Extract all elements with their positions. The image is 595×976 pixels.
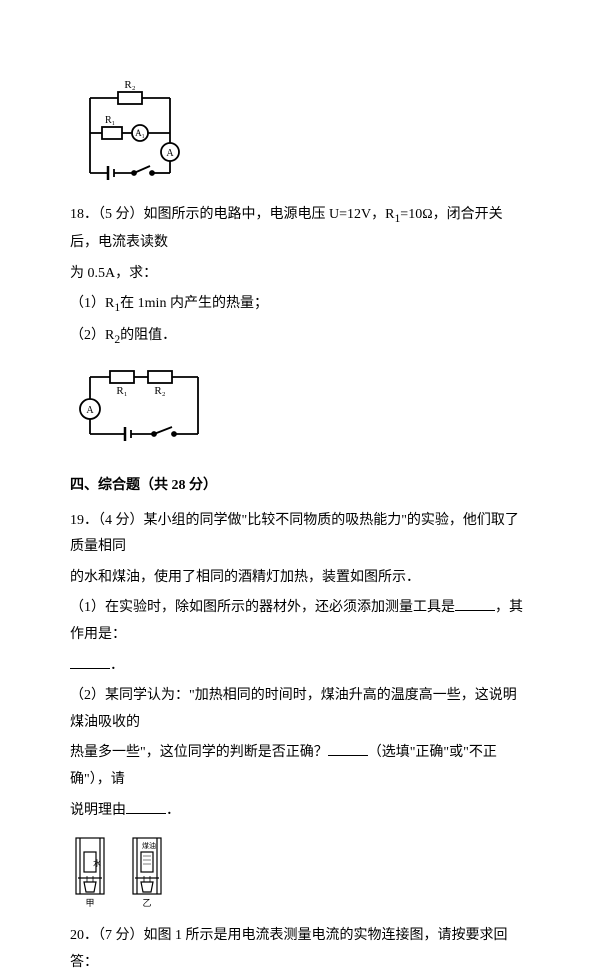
q18-number: 18． (70, 207, 98, 222)
q18-intro-a: 如图所示的电路中，电源电压 U=12V，R (144, 207, 395, 222)
svg-text:乙: 乙 (142, 898, 151, 908)
q18-line2: 为 0.5A，求： (70, 261, 525, 288)
svg-text:甲: 甲 (85, 898, 94, 908)
q19-part2-b-line: 热量多一些"，这位同学的判断是否正确？（选填"正确"或"不正确"），请 (70, 740, 525, 793)
apparatus-images: 水 甲 煤油 乙 (70, 834, 525, 909)
section-4-header: 四、综合题（共 28 分） (70, 473, 525, 500)
q19-part2-c-line: 说明理由． (70, 798, 525, 825)
q20-points: （7 分） (98, 928, 144, 943)
svg-text:水: 水 (93, 858, 101, 868)
q19-number: 19． (70, 513, 98, 528)
svg-text:R₁: R₁ (105, 115, 115, 126)
blank-tool (455, 597, 495, 611)
q19-part1: （1）在实验时，除如图所示的器材外，还必须添加测量工具是，其作用是： (70, 595, 525, 648)
q19-part1-end: ． (70, 653, 525, 680)
svg-text:A: A (86, 405, 94, 416)
question-20: 20．（7 分）如图 1 所示是用电流表测量电流的实物连接图，请按要求回答： (70, 923, 525, 976)
circuit-diagram-1: R₂ R₁ A₁ A (70, 78, 525, 188)
svg-text:R₁: R₁ (116, 385, 127, 397)
svg-text:A₁: A₁ (135, 128, 145, 138)
q20-number: 20． (70, 928, 98, 943)
q19-part2-a: （2）某同学认为："加热相同的时间时，煤油升高的温度高一些，这说明煤油吸收的 (70, 683, 525, 736)
svg-text:煤油: 煤油 (142, 841, 156, 850)
q18-part2: （2）R2的阻值． (70, 323, 525, 351)
q19-line2: 的水和煤油，使用了相同的酒精灯加热，装置如图所示． (70, 565, 525, 592)
blank-reason (126, 800, 166, 814)
blank-purpose (70, 655, 110, 669)
svg-text:R₂: R₂ (154, 385, 165, 397)
apparatus-right: 煤油 乙 (127, 834, 172, 909)
question-18: 18．（5 分）如图所示的电路中，电源电压 U=12V，R1=10Ω，闭合开关后… (70, 202, 525, 257)
q18-points: （5 分） (98, 207, 144, 222)
q19-points: （4 分） (98, 513, 144, 528)
q18-part1: （1）R1在 1min 内产生的热量； (70, 291, 525, 319)
svg-text:R₂: R₂ (124, 79, 135, 91)
apparatus-left: 水 甲 (70, 834, 115, 909)
question-19-line1: 19．（4 分）某小组的同学做"比较不同物质的吸热能力"的实验，他们取了质量相同 (70, 508, 525, 561)
svg-text:A: A (166, 148, 174, 159)
circuit-diagram-2: R₁ R₂ A (70, 359, 525, 449)
blank-judge (328, 742, 368, 756)
